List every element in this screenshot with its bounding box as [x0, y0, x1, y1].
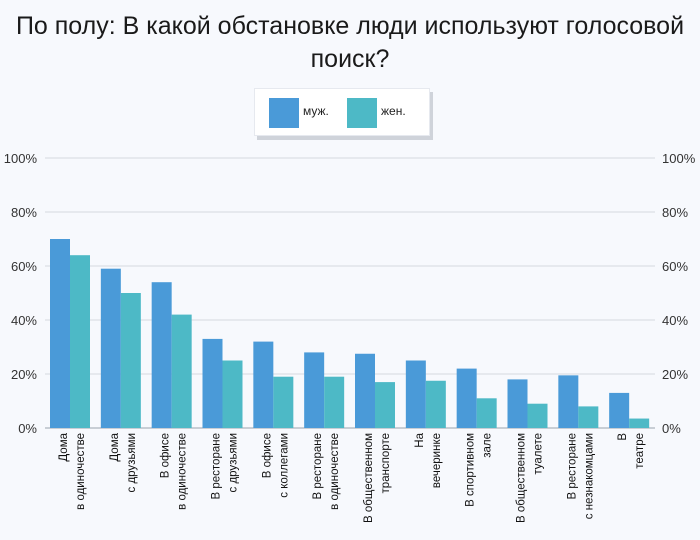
- bar-female: [578, 406, 599, 428]
- bar-male: [202, 338, 223, 428]
- bar-female: [120, 293, 141, 428]
- y-tick-label-left: 0%: [18, 421, 37, 436]
- category-label: с коллегами: [278, 433, 290, 498]
- legend-swatch-male: [269, 98, 299, 128]
- category-label: зале: [482, 433, 494, 458]
- bar-male: [355, 353, 375, 428]
- category-label: В офисе: [160, 433, 172, 478]
- y-tick-label-right: 20%: [662, 367, 688, 382]
- bar-male: [253, 341, 274, 428]
- category-label: в одиночестве: [177, 433, 189, 510]
- bar-female: [425, 380, 446, 428]
- y-tick-label-right: 40%: [662, 313, 688, 328]
- category-label: В ресторане: [566, 433, 578, 499]
- legend-label-male: муж.: [303, 104, 329, 118]
- category-label: На: [414, 432, 426, 447]
- bar-female: [527, 403, 548, 428]
- bar-female: [324, 376, 345, 428]
- category-label: театре: [634, 433, 646, 469]
- chart-title: По полу: В какой обстановке люди использ…: [0, 10, 700, 76]
- category-label: В спортивном: [465, 433, 477, 507]
- bar-male: [151, 282, 172, 428]
- legend: муж. жен.: [254, 88, 430, 136]
- bar-male: [405, 360, 426, 428]
- category-label: в одиночестве: [75, 433, 87, 510]
- category-label: с друзьями: [228, 433, 240, 493]
- y-tick-label-left: 20%: [11, 367, 37, 382]
- category-label: В: [617, 433, 629, 441]
- chart-title-line-2: поиск?: [310, 45, 390, 73]
- legend-label-female: жен.: [381, 104, 406, 118]
- category-label: Дома: [109, 432, 121, 461]
- bar-female: [476, 398, 497, 428]
- bar-female: [629, 418, 650, 428]
- category-label: В офисе: [261, 433, 273, 478]
- y-tick-label-left: 80%: [11, 205, 37, 220]
- category-label: В ресторане: [312, 433, 324, 499]
- bar-male: [507, 379, 528, 428]
- bar-male: [100, 268, 121, 428]
- y-tick-label-left: 60%: [11, 259, 37, 274]
- y-tick-label-left: 40%: [11, 313, 37, 328]
- category-label: В общественном: [516, 433, 528, 523]
- y-tick-label-right: 0%: [662, 421, 681, 436]
- y-tick-label-left: 100%: [4, 151, 38, 166]
- legend-swatch-female: [347, 98, 377, 128]
- bar-male: [456, 368, 477, 428]
- bar-male: [304, 352, 325, 428]
- category-label: В общественном: [363, 433, 375, 523]
- bar-male: [609, 392, 630, 428]
- category-label: Дома: [58, 432, 70, 461]
- bar-female: [273, 376, 294, 428]
- category-label: в одиночестве: [329, 433, 341, 510]
- category-label: туалете: [533, 433, 545, 475]
- bar-female: [171, 314, 192, 428]
- chart-title-line-1: По полу: В какой обстановке люди использ…: [15, 12, 685, 40]
- category-label: транспорте: [380, 433, 392, 493]
- y-tick-label-right: 60%: [662, 259, 688, 274]
- bar-male: [558, 375, 579, 428]
- bar-female: [375, 382, 395, 428]
- category-label: вечеринке: [431, 433, 443, 488]
- bar-female: [222, 360, 243, 428]
- y-tick-label-right: 100%: [662, 151, 696, 166]
- category-label: с друзьями: [126, 433, 138, 493]
- category-label: с незнакомцами: [583, 433, 595, 519]
- bar-female: [70, 255, 90, 428]
- category-label: В ресторане: [211, 433, 223, 499]
- y-tick-label-right: 80%: [662, 205, 688, 220]
- bar-male: [50, 239, 70, 428]
